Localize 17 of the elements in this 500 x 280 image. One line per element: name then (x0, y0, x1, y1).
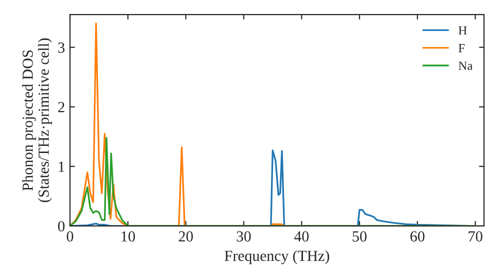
legend-label: F (458, 44, 465, 52)
y-tick-label: 1 (58, 162, 64, 172)
y-tick-label: 2 (58, 102, 64, 112)
x-tick-label: 20 (178, 231, 193, 242)
x-axis-title: Frequency (THz) (224, 250, 330, 264)
x-tick-label: 30 (236, 231, 251, 242)
legend-label: Na (458, 62, 473, 70)
y-tick-label: 3 (58, 42, 65, 53)
x-tick-label: 40 (294, 231, 309, 242)
y-tick-label: 0 (58, 221, 65, 232)
x-tick-label: 60 (410, 231, 424, 242)
y-axis-title: Phonon projected DOS (States/THz·primitive cell) (22, 38, 52, 202)
x-tick-label: 10 (122, 231, 135, 242)
x-tick-label: 70 (468, 231, 482, 242)
x-tick-label: 0 (66, 231, 74, 242)
legend-label: H (458, 26, 467, 35)
x-tick-label: 50 (352, 231, 367, 242)
